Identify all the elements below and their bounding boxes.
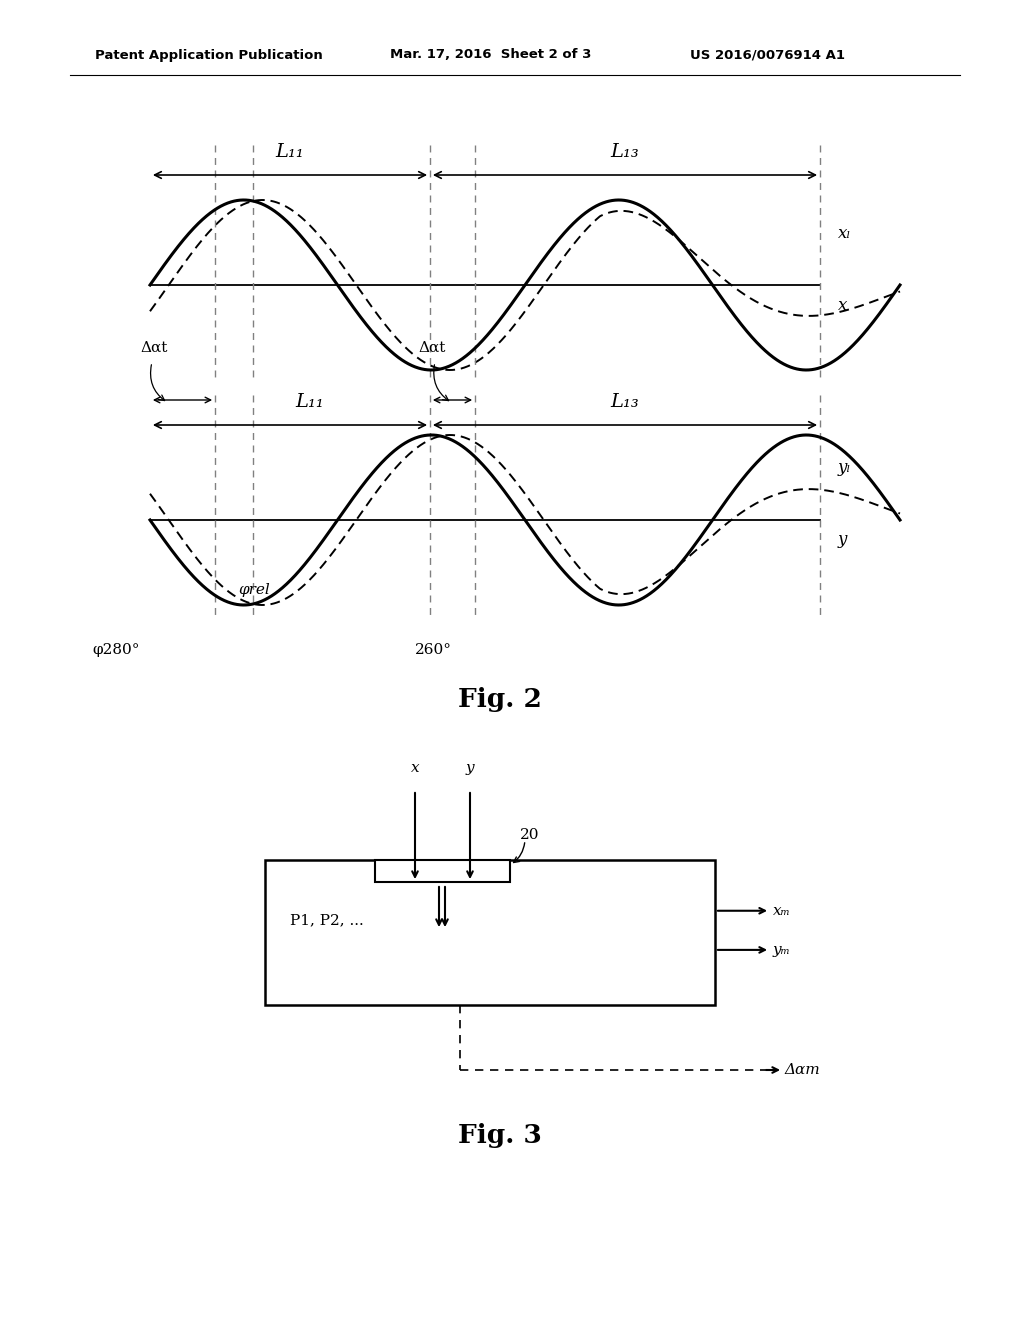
Text: Fig. 3: Fig. 3 (458, 1122, 542, 1147)
Text: L₁₁: L₁₁ (296, 393, 325, 411)
Text: yₘ: yₘ (773, 942, 791, 957)
Text: x: x (838, 297, 848, 314)
Text: x: x (411, 762, 419, 775)
Text: P1, P2, ...: P1, P2, ... (290, 913, 364, 927)
Text: L₁₃: L₁₃ (610, 393, 639, 411)
Text: 260°: 260° (415, 643, 452, 657)
Text: L₁₁: L₁₁ (275, 143, 304, 161)
Text: xₗ: xₗ (838, 224, 851, 242)
Text: Δαm: Δαm (785, 1063, 821, 1077)
Text: xₘ: xₘ (773, 904, 791, 917)
Text: Patent Application Publication: Patent Application Publication (95, 49, 323, 62)
Text: φrel: φrel (238, 583, 269, 597)
Text: Fig. 2: Fig. 2 (458, 688, 542, 713)
Text: Δαt: Δαt (140, 341, 167, 355)
Polygon shape (375, 861, 510, 882)
Text: L₁₃: L₁₃ (610, 143, 639, 161)
Text: Δαt: Δαt (418, 341, 445, 355)
Text: yₗ: yₗ (838, 459, 851, 477)
Text: y: y (466, 762, 474, 775)
Text: Mar. 17, 2016  Sheet 2 of 3: Mar. 17, 2016 Sheet 2 of 3 (390, 49, 592, 62)
Text: y: y (838, 532, 848, 549)
Text: φ280°: φ280° (92, 643, 139, 657)
Text: 20: 20 (520, 828, 540, 842)
Polygon shape (265, 861, 715, 1005)
Text: US 2016/0076914 A1: US 2016/0076914 A1 (690, 49, 845, 62)
